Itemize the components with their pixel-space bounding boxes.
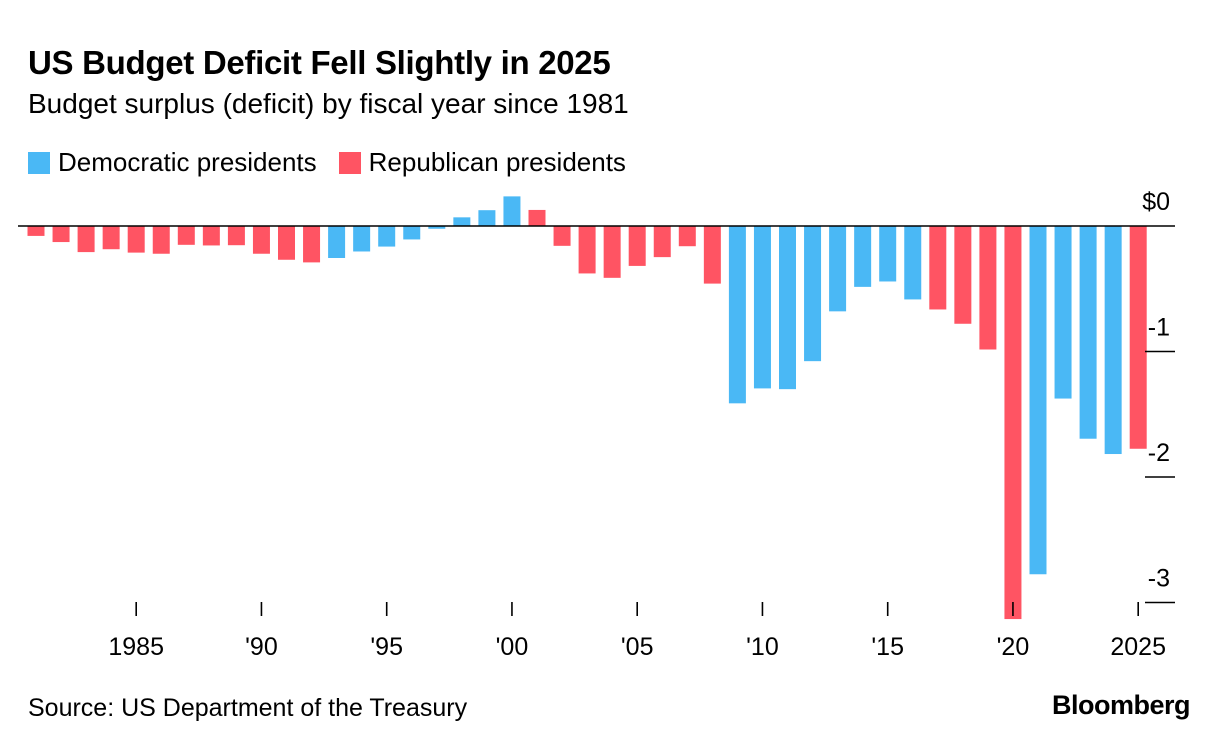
bloomberg-logo: Bloomberg bbox=[1051, 690, 1191, 720]
x-tick-label-1985: 1985 bbox=[108, 633, 164, 661]
bar-1993 bbox=[328, 226, 346, 258]
x-tick-label-2000: '00 bbox=[496, 633, 529, 661]
bar-2004 bbox=[603, 226, 621, 278]
bar-1991 bbox=[278, 226, 295, 260]
bar-2017 bbox=[929, 226, 947, 310]
bar-2010 bbox=[753, 226, 771, 389]
x-tick-label-2020: '20 bbox=[997, 633, 1030, 661]
bar-2000 bbox=[503, 196, 521, 226]
bar-2022 bbox=[1054, 226, 1072, 399]
bar-1999 bbox=[478, 210, 496, 226]
bar-2018 bbox=[954, 226, 972, 324]
x-tick-label-2010: '10 bbox=[746, 633, 779, 661]
bar-2008 bbox=[703, 226, 721, 284]
x-tick-label-1990: '90 bbox=[245, 633, 278, 661]
legend-swatch-democratic bbox=[28, 151, 50, 174]
legend-item-republican: Republican presidents bbox=[338, 147, 626, 178]
bar-2024 bbox=[1104, 226, 1122, 455]
y-tick-label-3: -3 bbox=[1148, 565, 1170, 593]
bar-2014 bbox=[854, 226, 872, 287]
source-note: Source: US Department of the Treasury bbox=[28, 694, 468, 722]
bar-1990 bbox=[252, 226, 270, 254]
bar-2003 bbox=[578, 226, 596, 274]
legend: Democratic presidents Republican preside… bbox=[28, 147, 648, 178]
bar-2011 bbox=[779, 226, 796, 390]
bar-2009 bbox=[728, 226, 746, 404]
y-tick-label-1: -1 bbox=[1148, 314, 1170, 342]
bar-2021 bbox=[1029, 226, 1047, 575]
bar-1997 bbox=[428, 226, 446, 229]
bar-2007 bbox=[678, 226, 696, 247]
bar-2025 bbox=[1129, 226, 1147, 449]
bar-1988 bbox=[202, 226, 220, 246]
legend-item-democratic: Democratic presidents bbox=[28, 147, 317, 178]
x-tick-label-2005: '05 bbox=[621, 633, 654, 661]
legend-label-democratic: Democratic presidents bbox=[58, 147, 317, 177]
bar-2006 bbox=[653, 226, 671, 258]
bar-2019 bbox=[979, 226, 997, 350]
chart-title: US Budget Deficit Fell Slightly in 2025 bbox=[28, 44, 611, 81]
bar-1985 bbox=[127, 226, 145, 253]
bar-2016 bbox=[904, 226, 922, 300]
bar-2020 bbox=[1004, 226, 1022, 620]
bar-1987 bbox=[177, 226, 195, 245]
x-tick-label-2025: 2025 bbox=[1110, 633, 1166, 661]
bar-1996 bbox=[403, 226, 421, 240]
bar-1995 bbox=[378, 226, 396, 247]
bar-1992 bbox=[303, 226, 321, 263]
legend-swatch-republican bbox=[338, 151, 361, 174]
bar-1982 bbox=[52, 226, 70, 243]
x-tick-label-2015: '15 bbox=[871, 633, 904, 661]
y-tick-label-2: -2 bbox=[1148, 439, 1170, 467]
chart-subtitle: Budget surplus (deficit) by fiscal year … bbox=[28, 88, 629, 119]
bar-1984 bbox=[102, 226, 120, 250]
bar-2023 bbox=[1079, 226, 1097, 439]
legend-label-republican: Republican presidents bbox=[368, 147, 626, 177]
bar-2012 bbox=[804, 226, 822, 362]
x-tick-label-1995: '95 bbox=[370, 633, 403, 661]
bar-2005 bbox=[628, 226, 646, 266]
bar-1998 bbox=[453, 217, 471, 226]
bar-1994 bbox=[353, 226, 371, 252]
bar-2001 bbox=[528, 209, 546, 226]
bar-1983 bbox=[77, 226, 95, 253]
bar-1989 bbox=[227, 226, 245, 246]
bar-2002 bbox=[553, 226, 571, 246]
bar-1986 bbox=[152, 226, 170, 254]
bar-2015 bbox=[879, 226, 897, 282]
bar-2013 bbox=[829, 226, 847, 312]
y-tick-label-0: $0 bbox=[1142, 188, 1170, 216]
bar-1981 bbox=[27, 226, 45, 236]
